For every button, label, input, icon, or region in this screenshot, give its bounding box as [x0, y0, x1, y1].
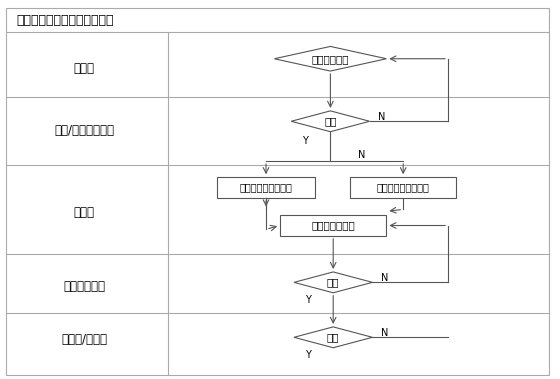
Text: 审批: 审批: [327, 277, 339, 287]
Polygon shape: [294, 327, 372, 348]
FancyBboxPatch shape: [217, 177, 315, 198]
Text: N: N: [381, 273, 388, 283]
Text: 贷款额度申请: 贷款额度申请: [312, 54, 349, 64]
Text: 审批: 审批: [324, 116, 337, 126]
Text: Y: Y: [302, 136, 308, 146]
FancyBboxPatch shape: [350, 177, 456, 198]
Text: 银行/其他金融机构: 银行/其他金融机构: [54, 124, 114, 137]
Text: N: N: [381, 328, 388, 338]
Text: 财务部: 财务部: [73, 62, 95, 75]
Text: 填写合同会签单: 填写合同会签单: [311, 221, 355, 230]
Text: Y: Y: [305, 295, 311, 305]
Text: 填写借款、抵押合同: 填写借款、抵押合同: [240, 183, 292, 193]
Text: 办理抵押物抵押登记: 办理抵押物抵押登记: [377, 183, 430, 193]
Polygon shape: [291, 111, 370, 132]
Text: 项目贷款合同会签控制流程图: 项目贷款合同会签控制流程图: [17, 14, 114, 27]
Text: N: N: [378, 112, 385, 122]
Text: 审批: 审批: [327, 332, 339, 342]
Text: 财务分管领导: 财务分管领导: [63, 280, 105, 293]
Polygon shape: [294, 272, 372, 293]
Text: Y: Y: [305, 350, 311, 360]
Text: 总经理/经管会: 总经理/经管会: [61, 333, 107, 346]
Text: N: N: [357, 150, 365, 160]
Polygon shape: [274, 47, 386, 71]
FancyBboxPatch shape: [6, 8, 549, 375]
Text: 财务部: 财务部: [73, 206, 95, 219]
FancyBboxPatch shape: [280, 215, 386, 236]
